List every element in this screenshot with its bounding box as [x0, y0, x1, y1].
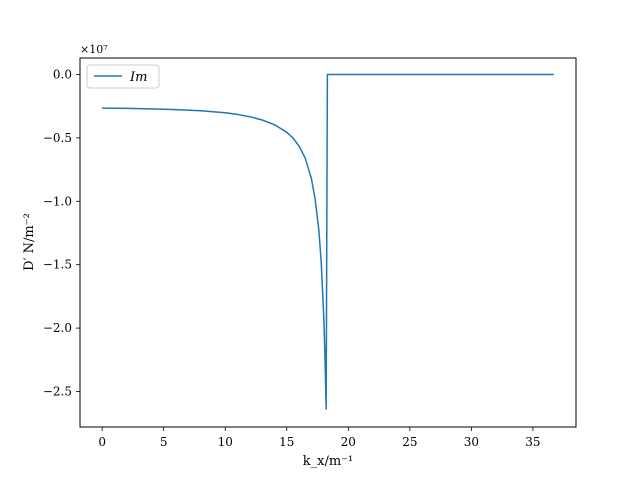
- y-tick-label: −2.0: [43, 321, 72, 335]
- y-tick-label: −2.5: [43, 384, 72, 398]
- y-tick-label: −0.5: [43, 131, 72, 145]
- x-tick-label: 5: [160, 435, 168, 449]
- plot-area: [80, 58, 576, 427]
- x-tick-label: 0: [98, 435, 106, 449]
- series-line-im: [102, 73, 554, 410]
- x-tick-label: 25: [402, 435, 417, 449]
- y-axis-offset-label: ×10⁷: [80, 43, 108, 56]
- legend-box: [86, 64, 160, 89]
- y-axis-ticks: 0.0 −0.5 −1.0 −1.5 −2.0 −2.5: [43, 67, 80, 398]
- y-axis-label: D′ N/m⁻²: [22, 213, 37, 271]
- x-tick-label: 15: [279, 435, 294, 449]
- x-tick-label: 10: [218, 435, 233, 449]
- y-tick-label: −1.5: [43, 258, 72, 272]
- y-tick-label: 0.0: [53, 67, 72, 81]
- x-tick-label: 20: [341, 435, 356, 449]
- plot-frame: [79, 57, 577, 428]
- legend-label-im: Im: [129, 70, 147, 85]
- x-axis-label: k_x/m⁻¹: [303, 454, 354, 469]
- x-tick-label: 35: [525, 435, 540, 449]
- x-tick-label: 30: [464, 435, 479, 449]
- x-axis-ticks: 0 5 10 15 20 25 30 35: [98, 427, 541, 449]
- series-layer: [102, 73, 554, 410]
- y-tick-label: −1.0: [43, 194, 72, 208]
- legend: Im: [86, 64, 160, 89]
